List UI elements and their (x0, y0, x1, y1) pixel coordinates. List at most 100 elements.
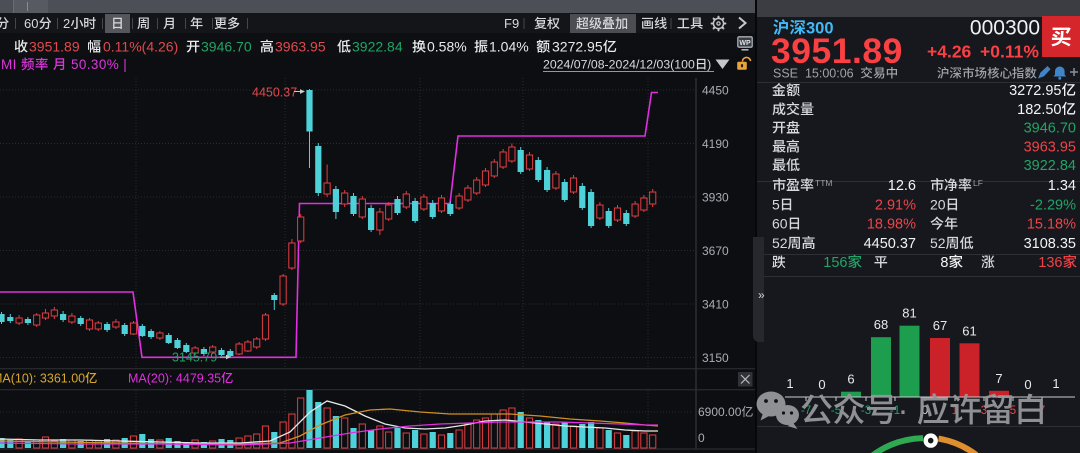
svg-text:»: » (758, 286, 765, 303)
svg-text:更多: 更多 (214, 13, 240, 32)
svg-text:1: 1 (786, 376, 793, 391)
svg-text:3922.84: 3922.84 (352, 37, 403, 57)
svg-text:4450.37: 4450.37 (252, 82, 297, 101)
svg-text:超级叠加: 超级叠加 (576, 13, 628, 32)
svg-text:3963.95: 3963.95 (1024, 135, 1076, 156)
svg-text:分: 分 (0, 13, 9, 32)
svg-text:61: 61 (962, 323, 976, 338)
svg-text:60分: 60分 (24, 13, 51, 32)
svg-text:收: 收 (14, 37, 28, 57)
svg-text:年: 年 (190, 13, 203, 32)
svg-text:复权: 复权 (534, 13, 560, 32)
svg-text:最低: 最低 (772, 155, 800, 175)
svg-text:月: 月 (163, 13, 176, 32)
svg-text:WP: WP (739, 40, 751, 47)
svg-text:3963.95: 3963.95 (275, 37, 326, 57)
svg-text:市净率: 市净率 (930, 175, 972, 195)
svg-text:7: 7 (1039, 405, 1045, 417)
svg-text:平: 平 (874, 252, 888, 272)
svg-text:成交量: 成交量 (772, 99, 814, 119)
svg-text:000300: 000300 (970, 12, 1040, 42)
svg-text:6900.00亿: 6900.00亿 (698, 404, 753, 419)
svg-text:跌: 跌 (772, 252, 786, 272)
svg-text:+0.11%: +0.11% (980, 38, 1039, 63)
svg-text:-1: -1 (890, 405, 900, 417)
svg-text:1.04%: 1.04% (489, 37, 529, 57)
svg-text:TTM: TTM (815, 177, 832, 189)
svg-text:开盘: 开盘 (772, 118, 800, 138)
svg-text:-3: -3 (861, 405, 871, 417)
svg-text:3922.84: 3922.84 (1024, 154, 1076, 175)
svg-text:4190: 4190 (702, 137, 729, 151)
svg-text:81: 81 (902, 306, 916, 321)
svg-text:4450: 4450 (702, 83, 729, 97)
svg-text:52周低: 52周低 (930, 233, 974, 253)
svg-text:2024/07/08-2024/12/03(100日): 2024/07/08-2024/12/03(100日) (543, 55, 711, 73)
svg-text:3410: 3410 (702, 297, 729, 311)
svg-text:5日: 5日 (772, 195, 794, 215)
svg-text:1.34: 1.34 (1048, 174, 1076, 195)
svg-text:3272.95亿: 3272.95亿 (552, 37, 617, 57)
svg-text:-2.29%: -2.29% (1030, 194, 1076, 215)
svg-text:3145.79: 3145.79 (172, 347, 217, 366)
svg-text:3951.89: 3951.89 (771, 23, 903, 74)
svg-text:振: 振 (474, 37, 488, 57)
svg-text:3150: 3150 (702, 351, 729, 365)
svg-text:1: 1 (952, 405, 958, 417)
svg-text:换: 换 (412, 37, 426, 57)
svg-text:8家: 8家 (940, 251, 963, 272)
svg-text:3946.70: 3946.70 (1024, 117, 1076, 138)
svg-text:-5: -5 (831, 405, 841, 417)
svg-text:7: 7 (995, 371, 1002, 386)
svg-text:沪深300: 沪深300 (773, 15, 834, 39)
svg-text:周: 周 (137, 13, 150, 32)
svg-text:67: 67 (933, 318, 947, 333)
svg-text:今年: 今年 (930, 214, 958, 234)
svg-text:182.50亿: 182.50亿 (1017, 98, 1076, 119)
svg-text:156家: 156家 (823, 251, 862, 272)
svg-text:+4.26: +4.26 (927, 38, 972, 63)
svg-text:2.91%: 2.91% (875, 194, 916, 215)
svg-text:18.98%: 18.98% (867, 213, 916, 234)
svg-text:买: 买 (1051, 22, 1072, 52)
svg-text:15.18%: 15.18% (1027, 213, 1076, 234)
svg-text:0: 0 (1024, 377, 1031, 392)
svg-text:6: 6 (847, 372, 854, 387)
svg-text:0: 0 (922, 405, 928, 417)
svg-text:公众号· 应许留白: 公众号· 应许留白 (800, 384, 1047, 432)
svg-text:0.11%(4.26): 0.11%(4.26) (103, 37, 178, 57)
svg-text:0: 0 (818, 377, 825, 392)
svg-text:3946.70: 3946.70 (201, 37, 252, 57)
svg-text:4450.37: 4450.37 (864, 232, 916, 253)
svg-text:5: 5 (1010, 405, 1016, 417)
svg-text:3272.95亿: 3272.95亿 (1009, 79, 1076, 100)
svg-text:3951.89: 3951.89 (29, 37, 80, 57)
svg-text:20日: 20日 (930, 195, 960, 215)
svg-text:幅: 幅 (87, 37, 101, 57)
svg-text:日: 日 (111, 13, 124, 32)
svg-text:3670: 3670 (702, 244, 729, 258)
svg-text:画线: 画线 (641, 13, 667, 32)
svg-text:MA(10): 3361.00亿: MA(10): 3361.00亿 (0, 368, 98, 387)
svg-text:3: 3 (981, 405, 987, 417)
svg-text:最高: 最高 (772, 136, 800, 156)
svg-text:市盈率: 市盈率 (772, 175, 814, 195)
svg-text:低: 低 (337, 37, 351, 57)
svg-text:额: 额 (536, 37, 550, 57)
svg-text:136家: 136家 (1038, 251, 1077, 272)
svg-text:SSE 15:00:06 交易中: SSE 15:00:06 交易中 (773, 63, 898, 82)
svg-text:LF: LF (973, 177, 983, 189)
svg-text:-7: -7 (801, 405, 811, 417)
svg-text:工具: 工具 (677, 13, 703, 32)
svg-text:开: 开 (186, 37, 200, 57)
svg-text:68: 68 (874, 317, 888, 332)
svg-text:60日: 60日 (772, 214, 802, 234)
svg-text:2小时: 2小时 (63, 13, 96, 32)
svg-text:3930: 3930 (702, 190, 729, 204)
svg-text:高: 高 (260, 37, 274, 57)
svg-text:3108.35: 3108.35 (1024, 232, 1076, 253)
svg-text:MA(20): 4479.35亿: MA(20): 4479.35亿 (128, 368, 234, 387)
svg-text:涨: 涨 (981, 252, 995, 272)
svg-text:1: 1 (1052, 376, 1059, 391)
svg-text:52周高: 52周高 (772, 233, 816, 253)
